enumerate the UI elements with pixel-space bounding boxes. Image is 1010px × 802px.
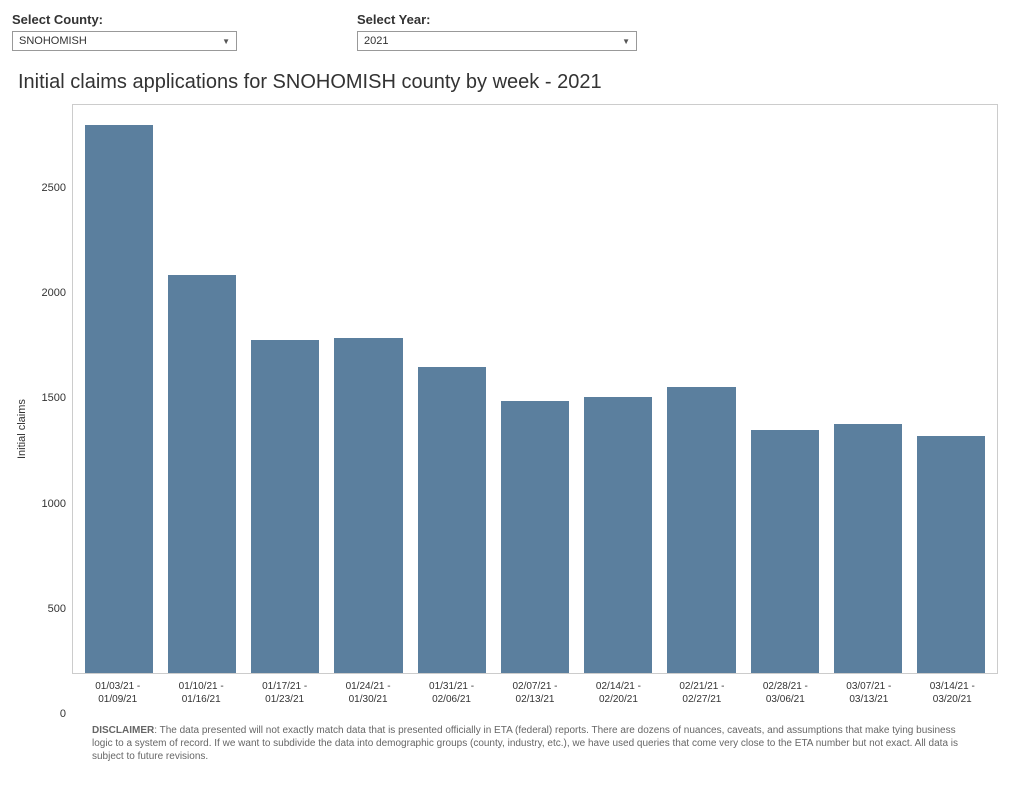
bar-slot xyxy=(244,105,327,673)
bar[interactable] xyxy=(917,436,985,673)
bar[interactable] xyxy=(834,424,902,673)
bar[interactable] xyxy=(667,387,735,673)
x-tick-label: 03/07/21 -03/13/21 xyxy=(827,680,910,714)
chevron-down-icon: ▼ xyxy=(622,37,630,46)
y-tick-label: 500 xyxy=(48,603,66,615)
bar[interactable] xyxy=(418,367,486,673)
x-tick-label: 02/21/21 -02/27/21 xyxy=(660,680,743,714)
year-label: Select Year: xyxy=(357,12,637,27)
bar-plot xyxy=(72,104,998,674)
bar[interactable] xyxy=(334,338,402,673)
bar-slot xyxy=(660,105,743,673)
x-tick-label: 02/07/21 -02/13/21 xyxy=(493,680,576,714)
year-control: Select Year: 2021 ▼ xyxy=(357,12,637,51)
bar-slot xyxy=(577,105,660,673)
x-tick-label: 01/03/21 -01/09/21 xyxy=(76,680,159,714)
chart-title: Initial claims applications for SNOHOMIS… xyxy=(12,71,998,94)
county-control: Select County: SNOHOMISH ▼ xyxy=(12,12,237,51)
plot-frame: 01/03/21 -01/09/2101/10/21 -01/16/2101/1… xyxy=(72,104,998,714)
y-tick-label: 0 xyxy=(60,708,66,720)
bar-slot xyxy=(826,105,909,673)
y-tick-label: 1500 xyxy=(42,392,66,404)
bar[interactable] xyxy=(251,340,319,673)
bar-slot xyxy=(910,105,993,673)
x-axis-ticks: 01/03/21 -01/09/2101/10/21 -01/16/2101/1… xyxy=(72,680,998,714)
x-tick-label: 03/14/21 -03/20/21 xyxy=(911,680,994,714)
x-tick-label: 01/17/21 -01/23/21 xyxy=(243,680,326,714)
x-tick-label: 01/10/21 -01/16/21 xyxy=(159,680,242,714)
y-tick-label: 2000 xyxy=(42,287,66,299)
disclaimer-text: : The data presented will not exactly ma… xyxy=(92,725,958,762)
bar-slot xyxy=(743,105,826,673)
bar[interactable] xyxy=(168,275,236,673)
bar[interactable] xyxy=(85,125,153,673)
year-dropdown[interactable]: 2021 ▼ xyxy=(357,31,637,51)
y-tick-label: 2500 xyxy=(42,182,66,194)
bar[interactable] xyxy=(751,430,819,673)
bar-slot xyxy=(327,105,410,673)
bar[interactable] xyxy=(584,397,652,673)
x-tick-label: 01/24/21 -01/30/21 xyxy=(326,680,409,714)
disclaimer: DISCLAIMER: The data presented will not … xyxy=(92,724,978,763)
y-axis-ticks: 05001000150020002500 xyxy=(32,104,72,714)
county-label: Select County: xyxy=(12,12,237,27)
disclaimer-label: DISCLAIMER xyxy=(92,725,154,736)
x-tick-label: 02/14/21 -02/20/21 xyxy=(577,680,660,714)
county-dropdown[interactable]: SNOHOMISH ▼ xyxy=(12,31,237,51)
filter-controls: Select County: SNOHOMISH ▼ Select Year: … xyxy=(12,12,998,51)
county-dropdown-value: SNOHOMISH xyxy=(19,35,87,47)
bar-slot xyxy=(77,105,160,673)
x-tick-label: 02/28/21 -03/06/21 xyxy=(744,680,827,714)
y-axis-label: Initial claims xyxy=(12,104,32,714)
bar[interactable] xyxy=(501,401,569,673)
x-tick-label: 01/31/21 -02/06/21 xyxy=(410,680,493,714)
chart-area: Initial claims 05001000150020002500 01/0… xyxy=(12,104,998,714)
bar-slot xyxy=(410,105,493,673)
y-tick-label: 1000 xyxy=(42,498,66,510)
bar-slot xyxy=(493,105,576,673)
year-dropdown-value: 2021 xyxy=(364,35,388,47)
bar-slot xyxy=(160,105,243,673)
chevron-down-icon: ▼ xyxy=(222,37,230,46)
